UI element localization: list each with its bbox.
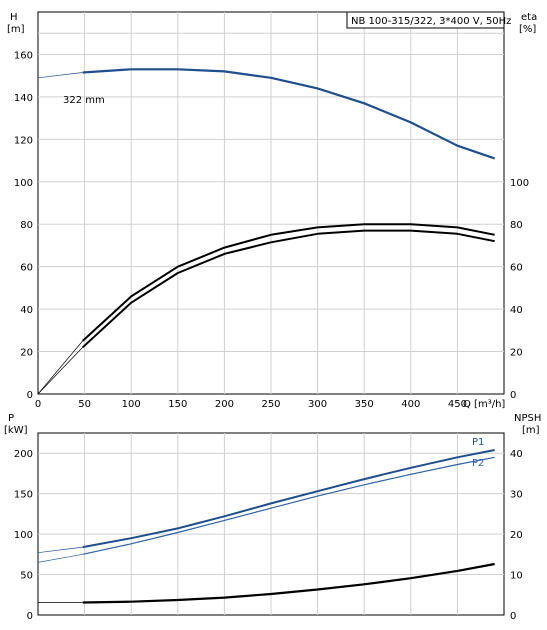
- p1-curve: [82, 449, 495, 549]
- x-tick-label: 150: [168, 399, 187, 410]
- npsh-tick-label: 40: [510, 449, 523, 460]
- p1-series-label: P1: [472, 437, 484, 448]
- npsh-axis-unit: [m]: [522, 425, 540, 436]
- h-axis-label: H: [10, 12, 18, 23]
- p-tick-label: 50: [20, 571, 33, 582]
- npsh-tick-label: 30: [510, 490, 523, 501]
- power-chart-grid: [38, 433, 504, 615]
- p-tick-label: 150: [14, 490, 33, 501]
- h-tick-label: 120: [14, 135, 33, 146]
- p1-extension: [37, 546, 83, 554]
- p2-extension: [37, 553, 83, 563]
- h-tick-label: 40: [20, 305, 33, 316]
- h-tick-label: 60: [20, 263, 33, 274]
- h-tick-label: 100: [14, 178, 33, 189]
- x-tick-label: 350: [355, 399, 374, 410]
- p-axis-label: P: [8, 413, 14, 424]
- efficiency-lower-curve: [82, 229, 495, 349]
- power-chart-series: [37, 449, 495, 604]
- head-extension: [37, 72, 83, 79]
- p-tick-label: 200: [14, 449, 33, 460]
- head-chart-grid: [38, 12, 504, 394]
- npsh-tick-label: 0: [510, 611, 516, 622]
- impeller-diameter-label: 322 mm: [63, 95, 105, 106]
- x-tick-label: 50: [78, 399, 91, 410]
- head-curve: [82, 68, 496, 160]
- efficiency-lower-extension: [37, 347, 83, 395]
- p-axis-unit: [kW]: [4, 425, 28, 436]
- p2-series-label: P2: [472, 458, 484, 469]
- eta-tick-label: 20: [510, 348, 523, 359]
- title-box: [346, 11, 505, 29]
- h-axis-unit: [m]: [7, 24, 25, 35]
- head-chart-series: [37, 68, 496, 395]
- eta-tick-label: 80: [510, 220, 523, 231]
- npsh-axis-label: NPSH: [514, 413, 541, 424]
- x-tick-label: 250: [261, 399, 280, 410]
- power-npsh-chart: 0 50 100 150 200 0 10 20 30 40 P [kW] NPSH [m] P1…: [4, 413, 541, 622]
- eta-tick-label: 0: [510, 390, 516, 401]
- x-axis-label: Q [m³/h]: [463, 399, 505, 410]
- x-tick-label: 400: [401, 399, 420, 410]
- h-tick-label: 160: [14, 50, 33, 61]
- power-chart-ticks: 0 50 100 150 200 0 10 20 30 40: [14, 449, 523, 622]
- p2-curve: [82, 456, 495, 555]
- h-tick-label: 140: [14, 93, 33, 104]
- h-tick-label: 20: [20, 348, 33, 359]
- eta-tick-label: 40: [510, 305, 523, 316]
- h-tick-label: 80: [20, 220, 33, 231]
- x-tick-label: 300: [308, 399, 327, 410]
- chart-title: NB 100-315/322, 3*400 V, 50Hz: [351, 16, 511, 27]
- x-tick-label: 450: [448, 399, 467, 410]
- efficiency-upper-extension: [37, 340, 83, 395]
- npsh-tick-label: 10: [510, 571, 523, 582]
- h-tick-label: 0: [27, 390, 33, 401]
- p-tick-label: 0: [27, 611, 33, 622]
- efficiency-upper-curve: [82, 223, 495, 342]
- x-tick-label: 100: [122, 399, 141, 410]
- x-tick-label: 200: [215, 399, 234, 410]
- eta-axis-unit: [%]: [519, 24, 536, 35]
- head-efficiency-chart: 0 50 100 150 200 250 300 350 400 4500204060801001…: [7, 11, 537, 410]
- eta-axis-label: eta: [521, 12, 537, 23]
- p-tick-label: 100: [14, 530, 33, 541]
- eta-tick-label: 100: [510, 178, 529, 189]
- x-tick-label: 0: [35, 399, 41, 410]
- npsh-curve: [82, 562, 495, 604]
- eta-tick-label: 60: [510, 263, 523, 274]
- head-chart-ticks: 0 50 100 150 200 250 300 350 400 4500204060801001…: [14, 50, 529, 410]
- npsh-tick-label: 20: [510, 530, 523, 541]
